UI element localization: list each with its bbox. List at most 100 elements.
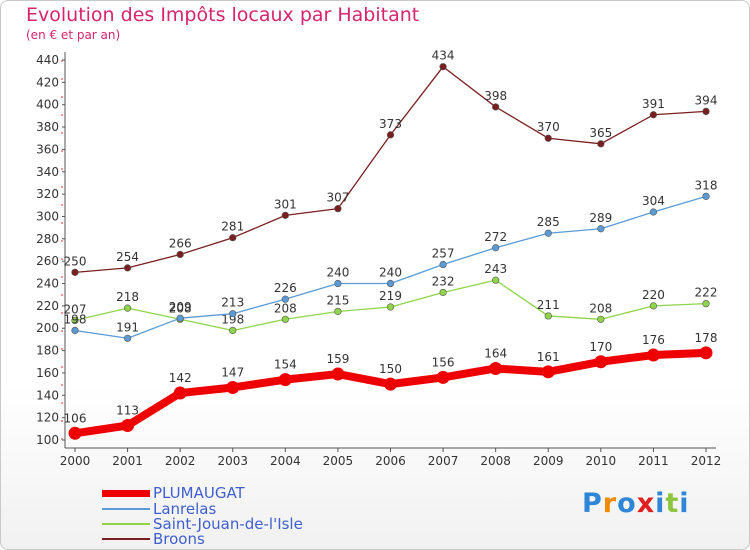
x-tick-label: 2008 xyxy=(480,454,511,468)
data-point xyxy=(646,348,660,362)
data-point xyxy=(541,365,555,379)
logo-letter: t xyxy=(665,488,680,519)
data-label: 208 xyxy=(274,301,297,315)
chart-subtitle: (en € et par an) xyxy=(26,28,121,42)
y-tick-label: 120 xyxy=(36,411,59,425)
y-tick-label: 140 xyxy=(36,388,59,402)
data-label: 266 xyxy=(169,236,192,250)
legend-label: Lanrelas xyxy=(153,500,217,518)
data-point xyxy=(594,355,608,369)
data-label: 215 xyxy=(326,293,349,307)
x-tick-label: 2011 xyxy=(638,454,669,468)
y-tick-label: 160 xyxy=(36,366,59,380)
data-label: 219 xyxy=(379,289,402,303)
legend-swatch xyxy=(102,489,150,497)
data-label: 161 xyxy=(537,350,560,364)
legend-label: Saint-Jouan-de-l'Isle xyxy=(153,515,303,533)
x-tick-label: 2003 xyxy=(217,454,248,468)
data-point xyxy=(386,131,395,139)
data-point xyxy=(597,225,605,233)
logo-letter: P xyxy=(582,488,603,519)
y-tick-label: 280 xyxy=(36,232,59,246)
data-label: 222 xyxy=(695,286,718,300)
data-label: 254 xyxy=(116,250,139,264)
data-point xyxy=(71,326,79,335)
data-point xyxy=(121,418,135,432)
data-label: 170 xyxy=(589,340,612,354)
data-point xyxy=(334,279,342,288)
legend-label: PLUMAUGAT xyxy=(153,484,245,502)
x-tick-label: 2010 xyxy=(586,454,617,468)
data-point xyxy=(597,315,605,323)
data-point xyxy=(489,361,503,375)
data-point xyxy=(597,140,605,148)
data-label: 304 xyxy=(642,194,665,208)
data-point xyxy=(544,229,552,237)
data-point xyxy=(544,312,552,320)
data-label: 365 xyxy=(589,126,612,140)
x-tick-label: 2009 xyxy=(533,454,564,468)
data-label: 211 xyxy=(537,298,560,312)
data-point xyxy=(68,426,82,440)
x-tick-label: 2005 xyxy=(323,454,354,468)
data-point xyxy=(386,279,395,288)
data-label: 398 xyxy=(484,89,507,103)
x-tick-label: 2000 xyxy=(60,454,91,468)
data-label: 164 xyxy=(484,346,507,360)
y-tick-label: 340 xyxy=(36,165,59,179)
data-label: 394 xyxy=(695,93,718,107)
legend-item: PLUMAUGAT xyxy=(102,484,245,502)
x-tick-label: 2002 xyxy=(165,454,196,468)
data-label: 243 xyxy=(484,262,507,276)
data-point xyxy=(281,295,289,303)
legend-item: Broons xyxy=(102,530,205,548)
logo-letter: i xyxy=(655,488,666,519)
data-point xyxy=(281,211,289,219)
data-label: 156 xyxy=(432,355,455,369)
y-tick-label: 300 xyxy=(36,209,59,223)
data-label: 285 xyxy=(537,215,560,229)
y-tick-label: 220 xyxy=(36,299,59,313)
data-label: 373 xyxy=(379,117,402,131)
data-point xyxy=(278,373,292,387)
data-point xyxy=(649,302,658,310)
data-label: 240 xyxy=(326,266,349,280)
data-label: 198 xyxy=(64,312,87,326)
data-point xyxy=(492,244,500,252)
y-tick-label: 360 xyxy=(36,142,59,156)
legend-item: Saint-Jouan-de-l'Isle xyxy=(102,515,303,533)
data-label: 208 xyxy=(589,301,612,315)
data-point xyxy=(331,367,345,381)
data-point xyxy=(71,316,79,325)
data-point xyxy=(386,303,395,311)
data-point xyxy=(176,314,184,322)
data-label: 370 xyxy=(537,120,560,134)
data-point xyxy=(123,304,132,312)
data-point xyxy=(334,307,342,316)
data-point xyxy=(439,63,447,71)
data-label: 159 xyxy=(326,352,349,366)
data-point xyxy=(226,380,240,394)
y-tick-label: 420 xyxy=(36,75,59,89)
data-label: 301 xyxy=(274,197,297,211)
data-point xyxy=(173,386,187,400)
legend-label: Broons xyxy=(153,530,205,548)
data-point xyxy=(649,111,658,119)
data-point xyxy=(123,264,132,272)
y-tick-label: 240 xyxy=(36,277,59,291)
data-point xyxy=(492,276,500,284)
x-tick-label: 2001 xyxy=(112,454,143,468)
data-point xyxy=(436,370,450,384)
y-tick-label: 380 xyxy=(36,120,59,134)
y-tick-label: 320 xyxy=(36,187,59,201)
data-point xyxy=(702,300,710,308)
data-label: 250 xyxy=(64,254,87,268)
data-label: 142 xyxy=(169,371,192,385)
data-label: 232 xyxy=(432,274,455,288)
data-label: 220 xyxy=(642,288,665,302)
legend-swatch xyxy=(102,523,150,525)
data-label: 434 xyxy=(432,49,455,63)
data-label: 106 xyxy=(64,411,87,425)
y-tick-label: 100 xyxy=(36,433,59,447)
